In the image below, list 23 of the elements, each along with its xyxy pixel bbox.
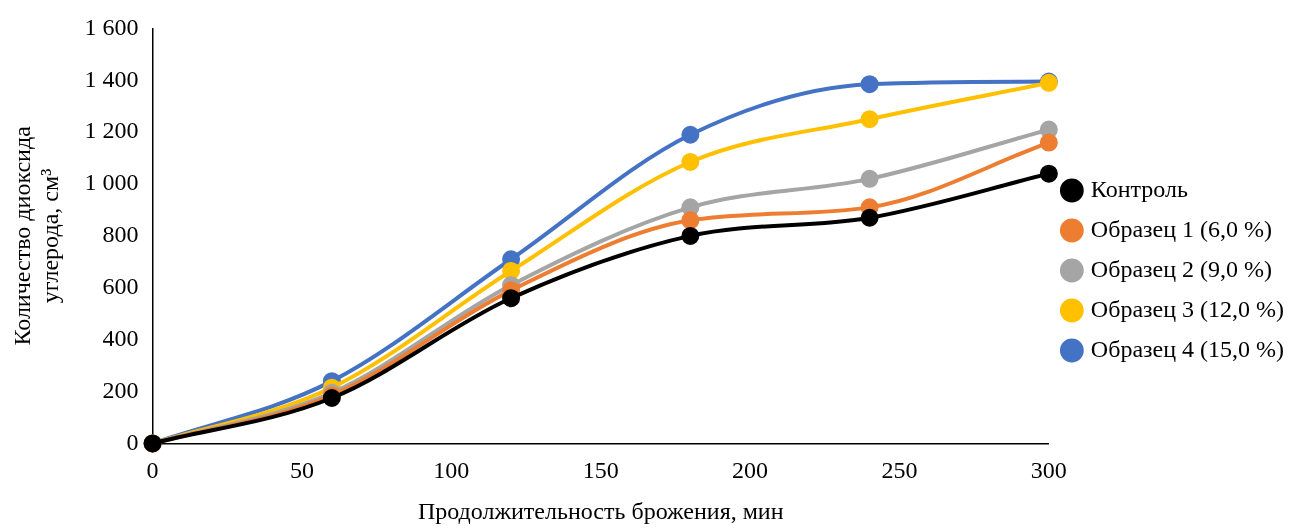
- y-tick-label: 400: [102, 324, 139, 351]
- x-tick-label: 200: [732, 457, 769, 484]
- legend-label: Образец 1 (6,0 %): [1090, 215, 1273, 242]
- x-tick-label: 50: [289, 457, 314, 484]
- y-tick-label: 800: [102, 221, 139, 248]
- x-tick-label: 150: [582, 457, 619, 484]
- y-tick-label: 1 400: [84, 65, 139, 92]
- y-tick-label: 600: [102, 273, 139, 300]
- y-tick-label: 200: [102, 376, 139, 403]
- legend-label: Контроль: [1090, 175, 1188, 202]
- y-tick-label: 1 200: [84, 117, 139, 144]
- x-tick-label: 0: [146, 457, 159, 484]
- x-tick-label: 300: [1030, 457, 1067, 484]
- y-tick-label: 1 600: [84, 13, 139, 40]
- legend-label: Образец 4 (15,0 %): [1090, 335, 1285, 362]
- y-axis-title: Количество диоксида углерода, см³: [8, 125, 64, 346]
- x-tick-label: 100: [433, 457, 470, 484]
- y-tick-label: 1 000: [84, 169, 139, 196]
- legend-label: Образец 3 (12,0 %): [1090, 295, 1285, 322]
- y-tick-label: 0: [126, 428, 139, 455]
- legend-label: Образец 2 (9,0 %): [1090, 255, 1273, 282]
- x-tick-label: 250: [881, 457, 918, 484]
- x-axis-title: Продолжительность брожения, мин: [417, 497, 784, 524]
